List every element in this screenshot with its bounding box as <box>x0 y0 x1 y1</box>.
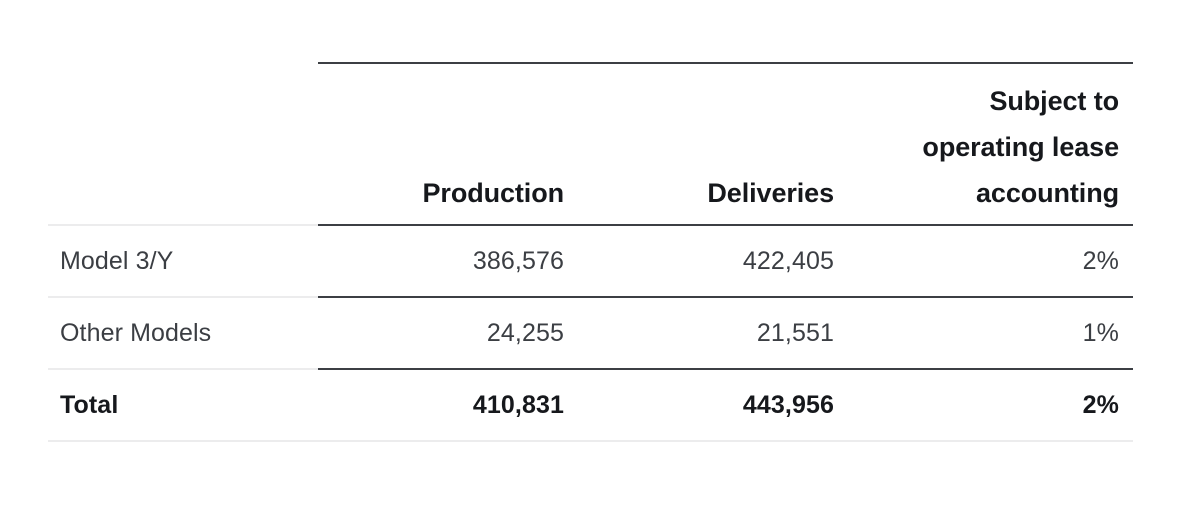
table-container: Production Deliveries Subject to operati… <box>48 62 1133 442</box>
cell-production-model-3-y: 386,576 <box>318 225 578 298</box>
cell-deliveries-model-3-y: 422,405 <box>578 225 848 298</box>
row-label-other-models: Other Models <box>48 297 318 370</box>
header-row: Production Deliveries Subject to operati… <box>48 62 1133 226</box>
table-body: Model 3/Y 386,576 422,405 2% Other Model… <box>48 225 1133 442</box>
cell-deliveries-other-models: 21,551 <box>578 297 848 370</box>
header-cell-operating-lease: Subject to operating lease accounting <box>848 62 1133 226</box>
row-label-model-3-y: Model 3/Y <box>48 225 318 298</box>
cell-production-other-models: 24,255 <box>318 297 578 370</box>
header-label-lease-line-1: Subject to <box>989 86 1119 116</box>
table-header: Production Deliveries Subject to operati… <box>48 62 1133 226</box>
cell-operating-lease-model-3-y: 2% <box>848 225 1133 298</box>
header-label-lease-line-3: accounting <box>975 178 1119 208</box>
row-label-total: Total <box>48 369 318 442</box>
header-label-production: Production <box>422 178 565 208</box>
cell-operating-lease-total: 2% <box>848 369 1133 442</box>
cell-operating-lease-other-models: 1% <box>848 297 1133 370</box>
header-cell-deliveries: Deliveries <box>578 62 848 226</box>
table-row-total: Total 410,831 443,956 2% <box>48 369 1133 442</box>
header-label-deliveries: Deliveries <box>707 178 834 208</box>
cell-deliveries-total: 443,956 <box>578 369 848 442</box>
table-row: Model 3/Y 386,576 422,405 2% <box>48 225 1133 298</box>
header-label-lease-line-2: operating lease <box>922 132 1119 162</box>
table-row: Other Models 24,255 21,551 1% <box>48 297 1133 370</box>
production-deliveries-table: Production Deliveries Subject to operati… <box>48 62 1133 442</box>
cell-production-total: 410,831 <box>318 369 578 442</box>
header-cell-blank <box>48 63 318 226</box>
header-cell-production: Production <box>318 62 578 226</box>
